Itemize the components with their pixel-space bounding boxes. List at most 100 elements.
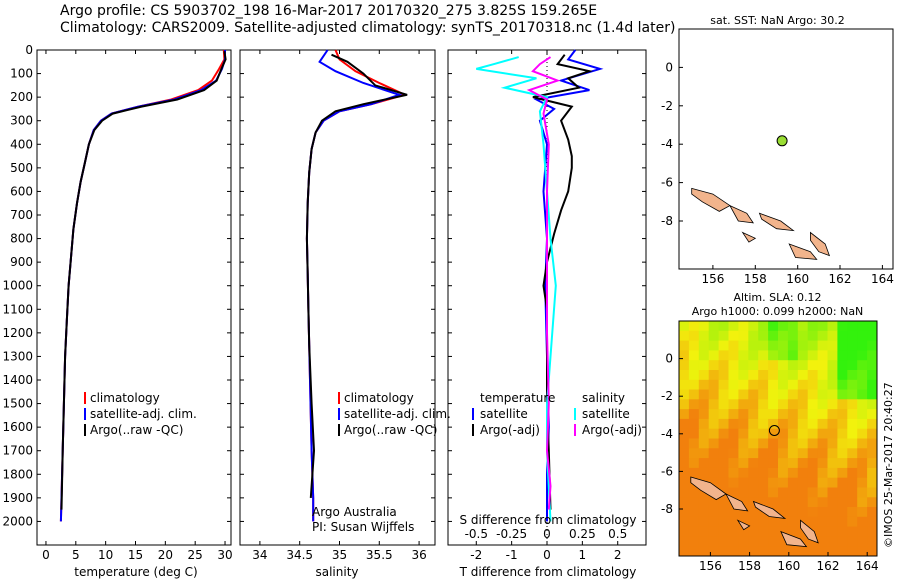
sla-cell — [857, 546, 868, 557]
sla-cell — [728, 330, 739, 342]
sla-cell — [718, 526, 729, 537]
sla-cell — [688, 546, 700, 557]
sla-cell — [797, 379, 809, 391]
sla-cell — [817, 379, 828, 391]
sla-cell — [728, 399, 739, 410]
legend-label-argo: Argo(..raw -QC) — [90, 423, 183, 437]
legend-swatch-satellite — [84, 408, 86, 420]
sla-cell — [688, 370, 700, 381]
sla-cell — [837, 360, 848, 371]
sla-cell — [817, 370, 828, 381]
y-tick-label: 800 — [10, 232, 33, 246]
sla-cell — [807, 379, 819, 391]
legend-label-s-satellite: satellite — [582, 407, 630, 421]
sla-cell — [688, 526, 700, 537]
sla-cell — [679, 477, 690, 488]
sla-map: 156 158 160 162 164 0 -2 -4 -6 -8 — [661, 320, 879, 573]
sla-cell — [718, 438, 729, 449]
sla-cell — [768, 477, 779, 488]
sla-cell — [857, 418, 868, 430]
x-tick-label: 35.5 — [366, 548, 393, 562]
sla-cell — [837, 330, 848, 342]
sla-cell — [787, 350, 799, 361]
sla-cell — [728, 467, 739, 479]
sla-cell — [738, 526, 749, 537]
sla-cell — [738, 389, 749, 400]
sla-cell — [787, 546, 799, 557]
sla-cell — [827, 497, 838, 508]
s-tick-label: -0.25 — [496, 527, 527, 541]
sla-cell — [847, 458, 858, 469]
sla-cell — [708, 467, 720, 479]
y-tick-label: 400 — [10, 137, 33, 151]
sla-cell — [698, 360, 710, 371]
x-tick-label: 1 — [579, 548, 587, 562]
sla-cell — [718, 546, 729, 557]
sla-cell — [679, 330, 690, 342]
sla-cell — [748, 507, 759, 518]
sla-cell — [698, 536, 710, 547]
sla-cell — [708, 458, 720, 469]
sla-cell — [708, 477, 720, 488]
sla-cell — [748, 526, 759, 537]
sla-cell — [867, 546, 878, 557]
y-tick-label: -8 — [661, 214, 673, 228]
sla-cell — [758, 467, 769, 479]
sla-cell — [728, 370, 739, 381]
sla-cell — [867, 418, 878, 430]
credit-pi: PI: Susan Wijffels — [312, 520, 414, 534]
sla-cell — [807, 487, 819, 498]
sla-cell — [807, 389, 819, 400]
sla-cell — [827, 526, 838, 537]
temperature-xlabel: temperature (deg C) — [74, 565, 197, 579]
sla-cell — [718, 428, 729, 439]
sla-cell — [778, 360, 789, 371]
sla-cell — [718, 497, 729, 508]
sla-cell — [857, 350, 868, 361]
sla-cell — [728, 516, 739, 528]
sla-cell — [827, 448, 838, 459]
sla-cell — [698, 418, 710, 430]
sla-cell — [758, 516, 769, 528]
sla-cell — [787, 340, 799, 351]
sla-cell — [698, 497, 710, 508]
sla-cell — [837, 497, 848, 508]
s-tick-label: 0 — [543, 527, 551, 541]
y-tick-label: 200 — [10, 90, 33, 104]
sla-cell — [817, 350, 828, 361]
sla-cell — [817, 321, 828, 332]
temperature-chart: 0100200300400500600700800900100011001200… — [2, 43, 232, 579]
sla-cell — [787, 321, 799, 332]
sla-cell — [778, 516, 789, 528]
sla-cell — [847, 340, 858, 351]
x-tick-label: 164 — [856, 559, 879, 573]
island — [691, 187, 731, 212]
sla-cell — [817, 497, 828, 508]
sla-cell — [728, 536, 739, 547]
y-tick-label: 0 — [25, 43, 33, 57]
sla-cell — [787, 379, 799, 391]
sla-map-title-1: Altim. SLA: 0.12 — [733, 291, 822, 304]
sla-cell — [688, 330, 700, 342]
sla-cell — [778, 350, 789, 361]
sla-cell — [807, 350, 819, 361]
sla-cell — [837, 448, 848, 459]
sla-cell — [688, 487, 700, 498]
sla-cell — [867, 379, 878, 391]
legend-swatch-t-satellite — [472, 408, 474, 420]
sla-cell — [768, 487, 779, 498]
sst-map: 156 158 160 162 164 0 -2 -4 -6 -8 — [661, 28, 894, 286]
island — [736, 519, 751, 531]
sla-cell — [748, 389, 759, 400]
sla-cell — [807, 467, 819, 479]
sla-cell — [748, 477, 759, 488]
y-tick-label: 1200 — [2, 326, 33, 340]
sla-cell — [758, 497, 769, 508]
y-tick-label: -2 — [661, 99, 673, 113]
sla-cell — [688, 458, 700, 469]
sla-cell — [718, 458, 729, 469]
sla-cell — [787, 330, 799, 342]
sla-cell — [847, 321, 858, 332]
sla-cell — [867, 438, 878, 449]
sla-cell — [758, 399, 769, 410]
